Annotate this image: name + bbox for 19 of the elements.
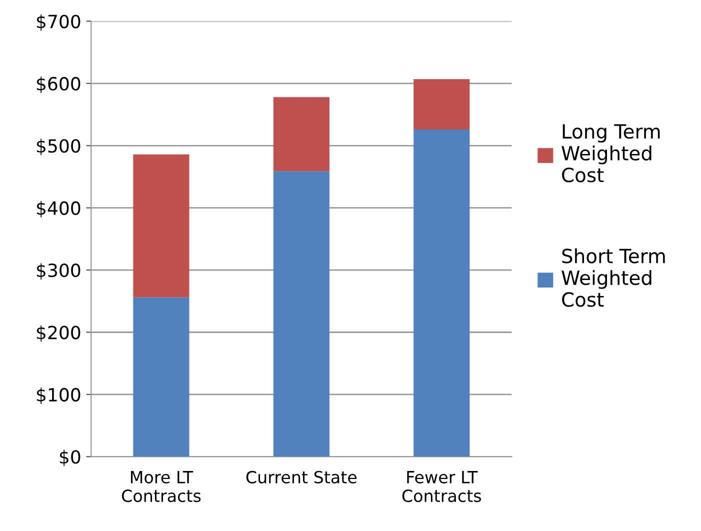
y-tick-label: $300: [36, 263, 80, 280]
x-tick-label: More LT Contracts: [122, 471, 201, 502]
legend-label: Long Term Weighted Cost: [562, 124, 660, 182]
legend-label: Short Term Weighted Cost: [562, 248, 665, 307]
y-tick-label: $400: [36, 200, 80, 218]
bar: [414, 129, 470, 457]
bar: [273, 97, 330, 172]
y-tick-label: $100: [36, 388, 80, 404]
bar: [133, 154, 190, 298]
x-tick-label: Current State: [246, 470, 357, 484]
y-tick-label: $700: [36, 14, 80, 31]
y-tick-label: $0: [60, 450, 80, 466]
x-tick-label: Fewer LT Contracts: [402, 471, 482, 502]
bar: [133, 297, 190, 457]
bar: [414, 79, 470, 130]
y-tick-label: $200: [36, 325, 80, 342]
y-tick-label: $500: [36, 138, 80, 156]
y-tick-label: $600: [36, 76, 80, 93]
bar: [273, 171, 330, 457]
